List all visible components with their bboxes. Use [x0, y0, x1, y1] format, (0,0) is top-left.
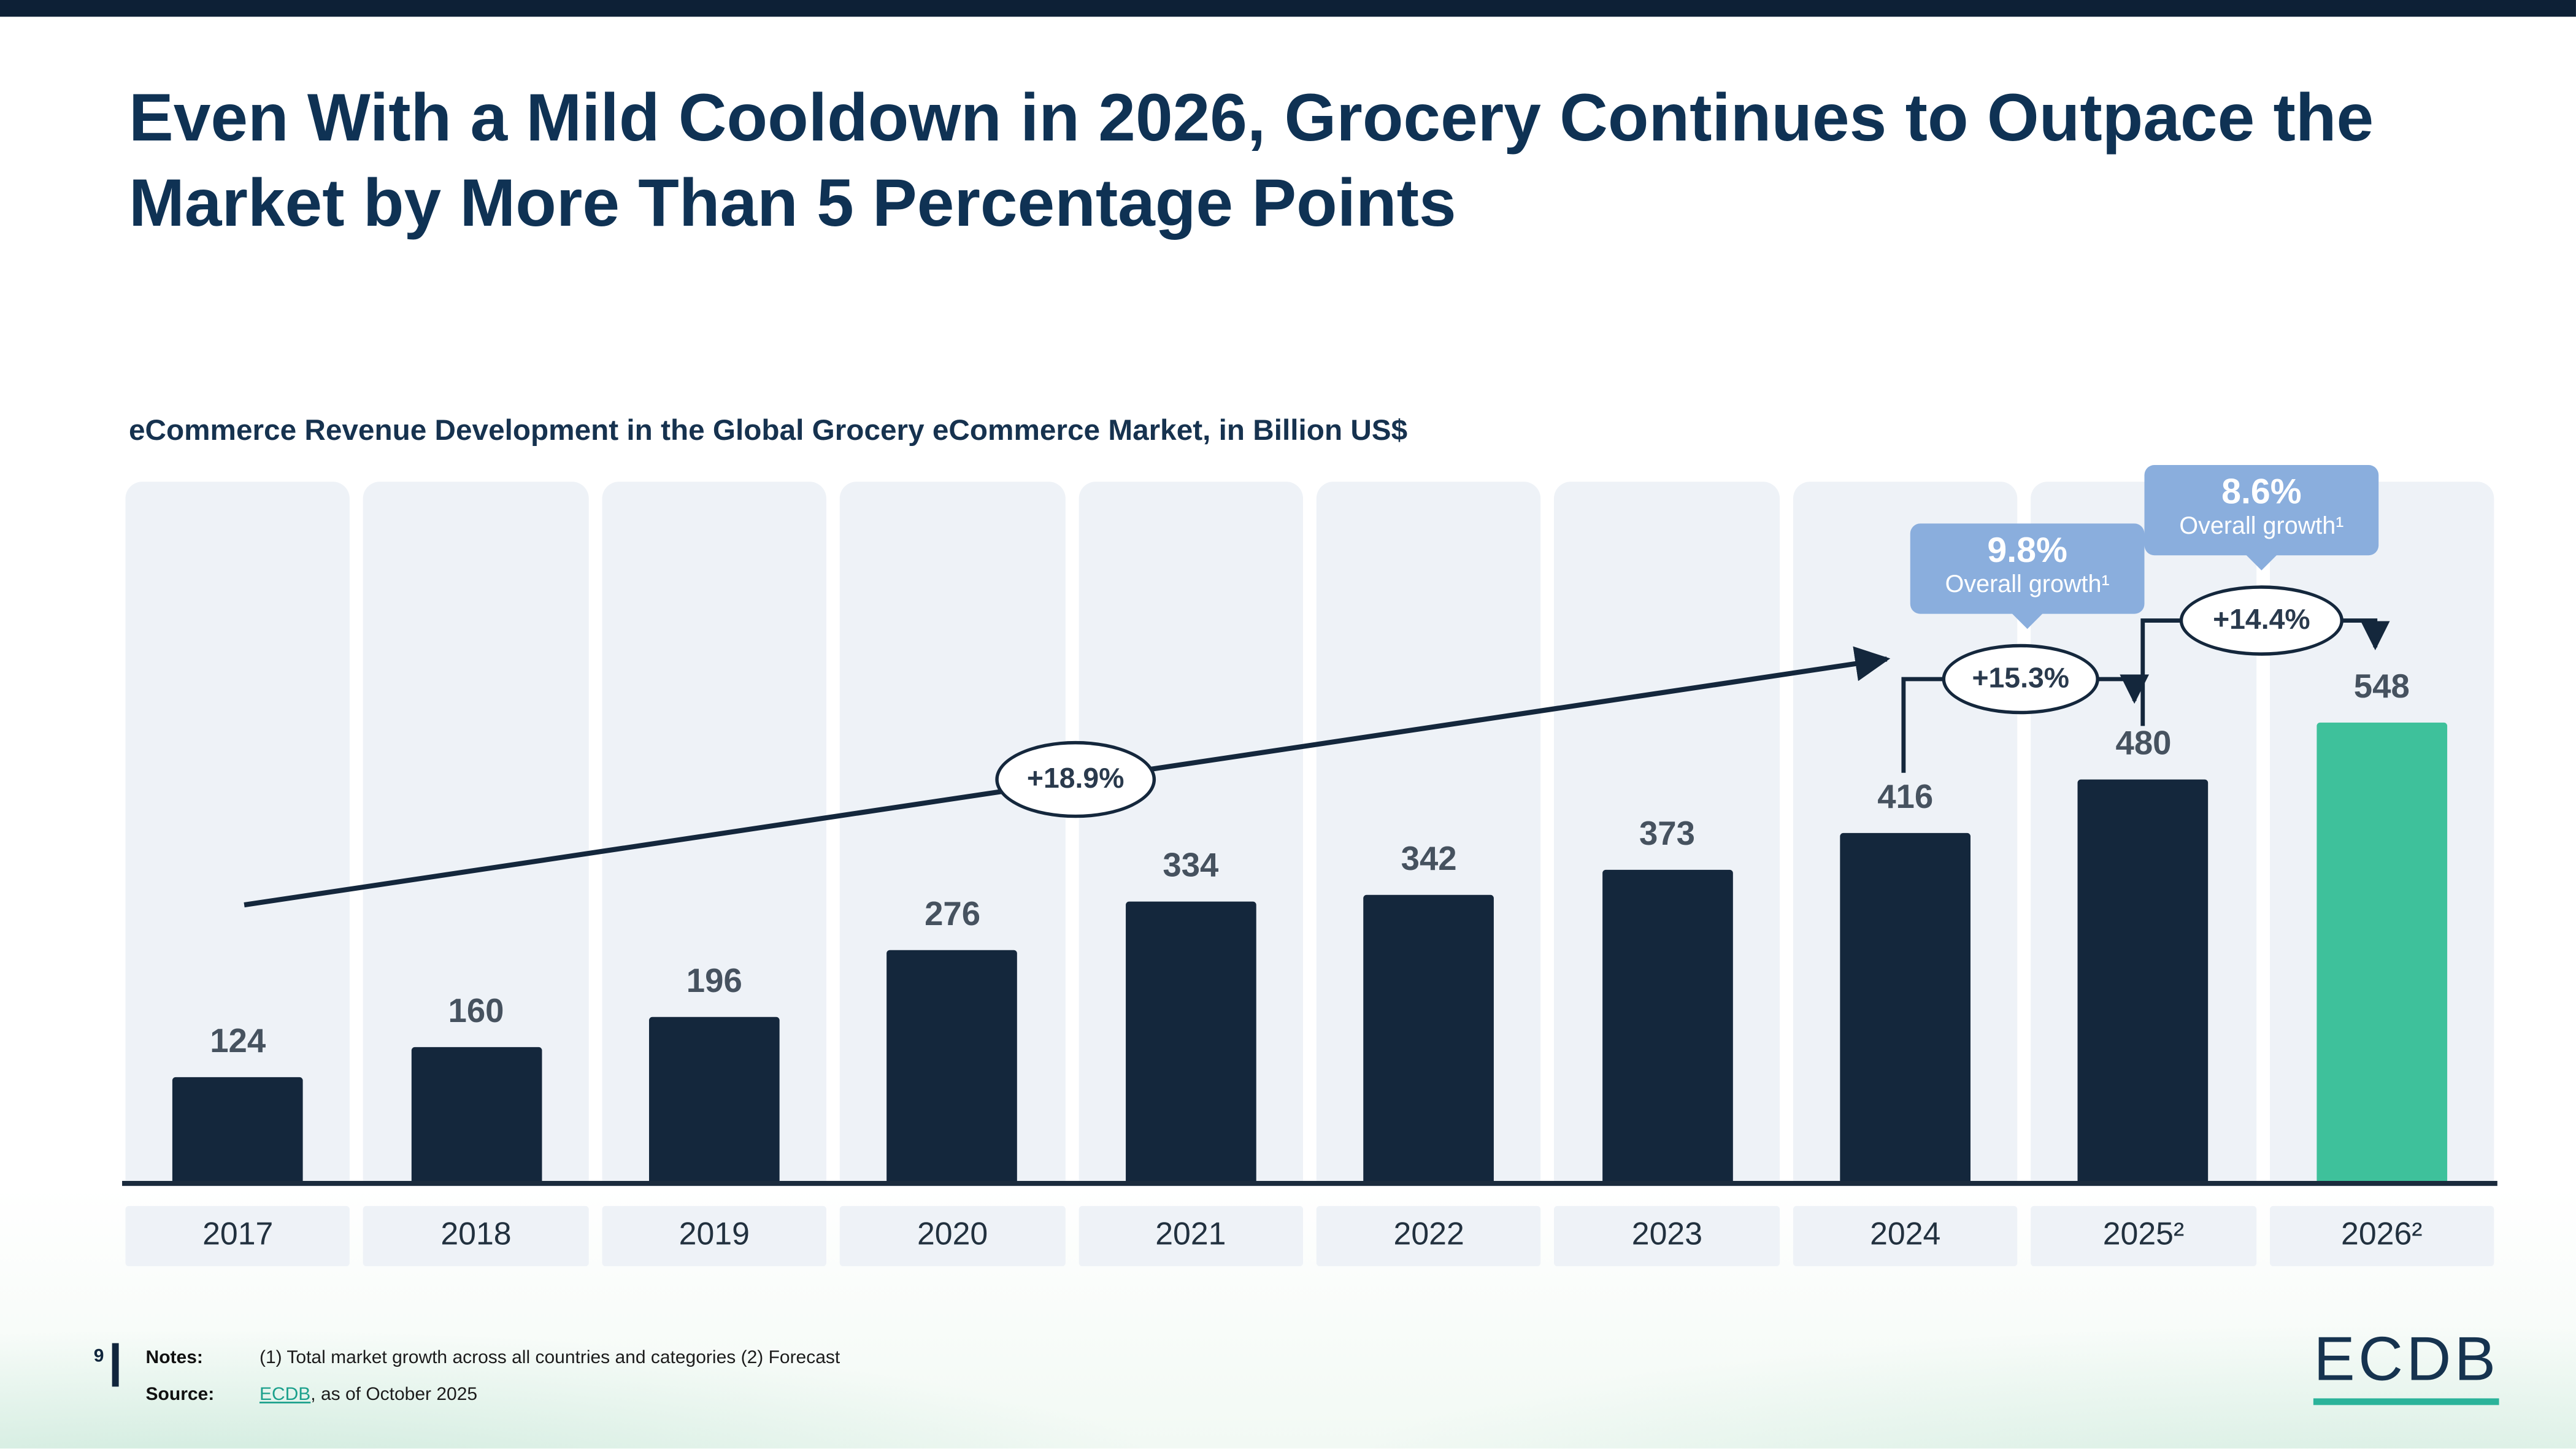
ecdb-logo-underline [2313, 1398, 2499, 1405]
plot-area: 124 160 196 276 334 342 373 416 480 548 [125, 482, 2494, 1181]
chart-column-2023: 373 [1555, 482, 1780, 1181]
x-axis-label: 2017 [125, 1205, 350, 1266]
source-text: ECDB, as of October 2025 [260, 1385, 840, 1405]
footer: 9 Notes: (1) Total market growth across … [93, 1343, 840, 1405]
bar-value: 160 [448, 993, 504, 1031]
growth-pill-2025-2026: +14.4% [2179, 585, 2343, 656]
ecdb-logo: ECDB [2313, 1328, 2499, 1405]
bar-value: 124 [210, 1023, 266, 1061]
page-number-chip: 9 [93, 1343, 119, 1387]
page-number: 9 [93, 1346, 104, 1367]
bar-value: 334 [1163, 848, 1219, 885]
x-axis-labels: 2017 2018 2019 2020 2021 2022 2023 2024 2025² 202… [125, 1205, 2494, 1266]
bar-value: 276 [925, 896, 981, 934]
chart-column-2020: 276 [840, 482, 1065, 1181]
chart-column-2022: 342 [1316, 482, 1542, 1181]
bar-value: 548 [2353, 669, 2410, 706]
x-axis-label: 2026² [2269, 1205, 2494, 1266]
bar-2018 [410, 1047, 542, 1181]
bar-2026 [2316, 722, 2447, 1181]
footnotes: Notes: (1) Total market growth across al… [146, 1348, 840, 1405]
chart-column-2021: 334 [1078, 482, 1304, 1181]
bar-2024 [1840, 832, 1970, 1181]
x-axis-label: 2019 [602, 1205, 827, 1266]
bar-2022 [1363, 894, 1494, 1181]
bar-value: 196 [686, 963, 742, 1001]
bar-chart: 124 160 196 276 334 342 373 416 480 548 2017 2018 2… [122, 482, 2497, 1266]
x-axis-label: 2025² [2031, 1205, 2256, 1266]
x-axis-label: 2020 [840, 1205, 1065, 1266]
bar-value: 480 [2115, 726, 2172, 763]
bar-2021 [1125, 901, 1256, 1181]
bar-value: 416 [1877, 779, 1934, 817]
bar-2020 [887, 950, 1018, 1181]
source-link[interactable]: ECDB [259, 1385, 311, 1405]
bar-2019 [649, 1017, 780, 1181]
x-axis-label: 2018 [363, 1205, 589, 1266]
page-number-divider [112, 1343, 119, 1387]
bar-2023 [1602, 869, 1732, 1181]
x-axis-label: 2021 [1078, 1205, 1304, 1266]
bar-value: 373 [1639, 815, 1695, 853]
notes-label: Notes: [145, 1348, 203, 1369]
page-title: Even With a Mild Cooldown in 2026, Groce… [128, 82, 2374, 242]
source-suffix: , as of October 2025 [310, 1385, 478, 1405]
x-axis-label: 2023 [1555, 1205, 1780, 1266]
callout-value: 9.8% [1987, 532, 2067, 571]
ecdb-logo-text: ECDB [2313, 1324, 2499, 1394]
chart-column-2017: 124 [125, 482, 350, 1181]
callout-value: 8.6% [2221, 473, 2302, 512]
chart-column-2019: 196 [602, 482, 827, 1181]
chart-column-2018: 160 [363, 482, 589, 1181]
source-label: Source: [145, 1385, 215, 1405]
callout-caption: Overall growth¹ [2179, 513, 2344, 541]
bar-2025 [2078, 779, 2209, 1181]
x-axis-label: 2022 [1316, 1205, 1542, 1266]
bar-value: 342 [1401, 841, 1457, 878]
x-axis-label: 2024 [1793, 1205, 2018, 1266]
callout-caption: Overall growth¹ [1945, 572, 2110, 599]
chart-title: eCommerce Revenue Development in the Glo… [128, 413, 1408, 447]
chart-column-2026: 548 [2269, 482, 2494, 1181]
overall-growth-callout-2025: 9.8% Overall growth¹ [1910, 523, 2145, 628]
bar-2017 [172, 1077, 304, 1181]
x-axis-line [122, 1180, 2497, 1185]
notes-text: (1) Total market growth across all count… [259, 1348, 840, 1369]
overall-growth-callout-2026: 8.6% Overall growth¹ [2144, 464, 2379, 569]
cagr-pill: +18.9% [995, 740, 1156, 818]
top-accent-bar [0, 0, 2576, 17]
growth-pill-2024-2025: +15.3% [1942, 644, 2099, 715]
